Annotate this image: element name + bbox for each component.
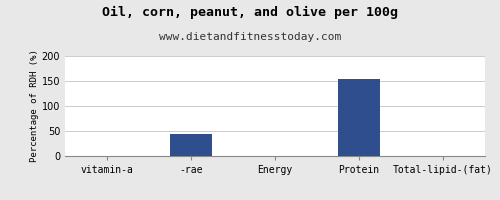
Y-axis label: Percentage of RDH (%): Percentage of RDH (%) — [30, 50, 39, 162]
Bar — [170, 134, 212, 156]
Bar — [338, 78, 380, 156]
Text: www.dietandfitnesstoday.com: www.dietandfitnesstoday.com — [159, 32, 341, 42]
Text: Oil, corn, peanut, and olive per 100g: Oil, corn, peanut, and olive per 100g — [102, 6, 398, 19]
